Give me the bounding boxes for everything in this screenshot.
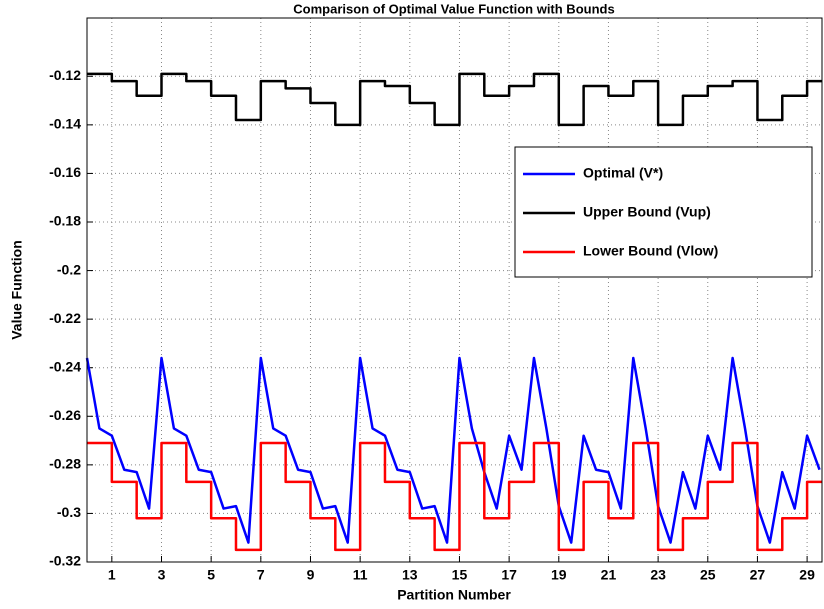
x-tick-label: 15 [452, 567, 468, 583]
y-tick-label: -0.12 [49, 67, 81, 83]
y-tick-label: -0.14 [49, 116, 81, 132]
series-line [85, 356, 821, 544]
y-tick-label: -0.22 [49, 310, 81, 326]
y-tick-label: -0.28 [49, 456, 81, 472]
x-tick-label: 25 [700, 567, 716, 583]
x-tick-label: 19 [551, 567, 567, 583]
chart-title: Comparison of Optimal Value Function wit… [293, 1, 614, 16]
plot-frame [86, 17, 823, 563]
y-tick-label: -0.18 [49, 213, 81, 229]
x-tick-label: 11 [353, 567, 368, 583]
y-tick-label: -0.24 [49, 358, 81, 374]
series-line [87, 441, 822, 552]
y-axis-label: Value Function [9, 240, 25, 340]
x-tick-label: 23 [650, 567, 666, 583]
legend-label: Optimal (V*) [583, 165, 663, 181]
x-tick-label: 9 [307, 567, 315, 583]
x-tick-label: 1 [108, 567, 116, 583]
x-tick-label: 3 [158, 567, 166, 583]
series-line [87, 72, 822, 127]
x-tick-label: 21 [601, 567, 617, 583]
y-tick-label: -0.2 [57, 261, 81, 277]
x-tick-label: 17 [501, 567, 517, 583]
x-tick-label: 29 [799, 567, 815, 583]
x-tick-label: 5 [207, 567, 215, 583]
x-tick-label: 13 [402, 567, 418, 583]
x-tick-label: 7 [257, 567, 265, 583]
legend-label: Upper Bound (Vup) [583, 204, 711, 220]
x-tick-label: 27 [750, 567, 766, 583]
y-tick-label: -0.26 [49, 407, 81, 423]
y-tick-label: -0.16 [49, 164, 81, 180]
legend-label: Lower Bound (Vlow) [583, 243, 718, 259]
y-tick-label: -0.32 [49, 553, 81, 569]
x-axis-label: Partition Number [397, 587, 511, 603]
y-tick-label: -0.3 [57, 504, 81, 520]
